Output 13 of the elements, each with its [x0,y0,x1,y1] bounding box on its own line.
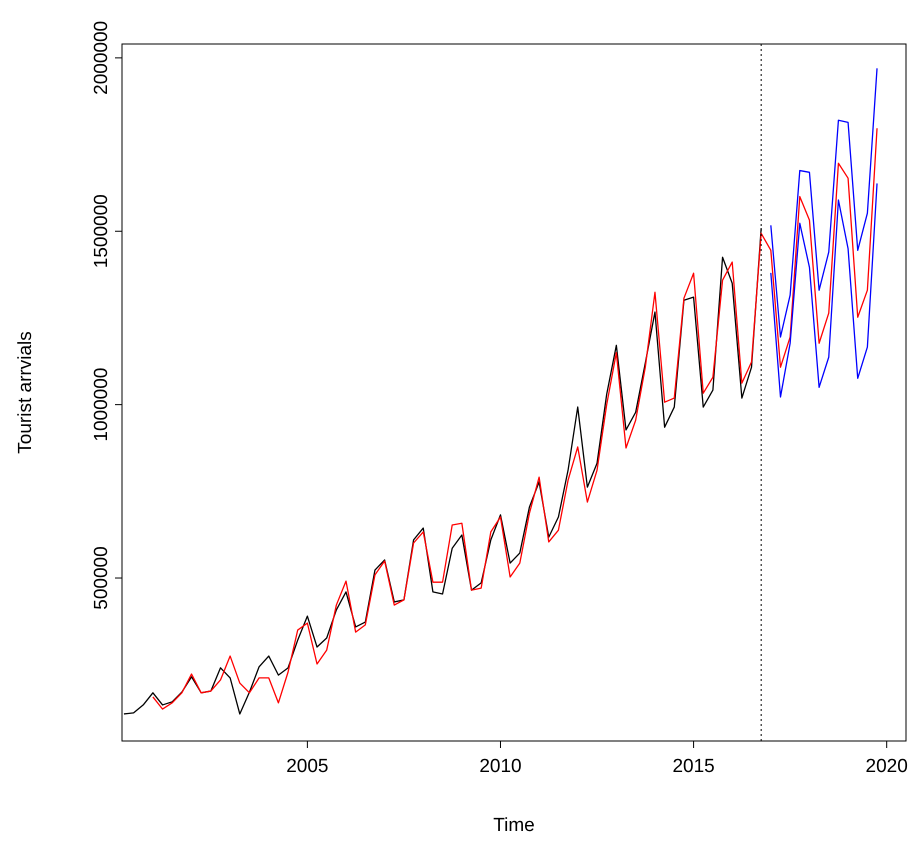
x-tick-label: 2010 [479,756,522,777]
x-axis-title: Time [493,815,535,836]
line-series [770,68,878,338]
y-tick-label: 1000000 [91,368,112,442]
y-tick-label: 500000 [91,546,112,610]
line-series [770,182,878,398]
x-tick-label: 2020 [866,756,908,777]
y-axis-title: Tourist arrvials [15,331,36,454]
x-tick-label: 2015 [672,756,715,777]
y-tick-label: 2000000 [91,20,112,95]
line-series [152,128,878,710]
x-tick-label: 2005 [286,756,329,777]
y-tick-label: 1500000 [91,194,112,268]
